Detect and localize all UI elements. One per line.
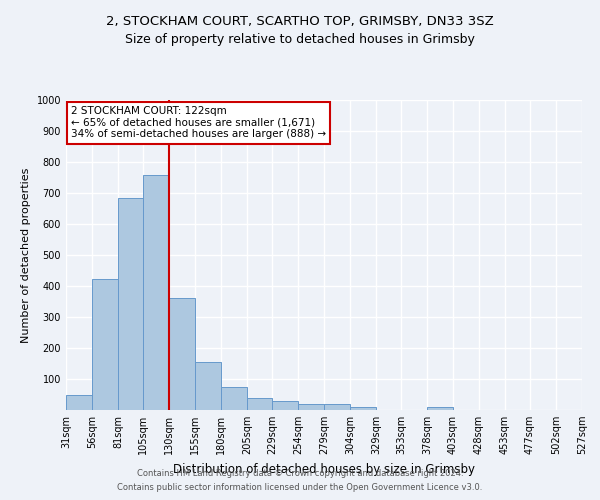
Bar bbox=[118, 198, 143, 410]
Bar bbox=[324, 404, 350, 410]
Bar bbox=[272, 402, 298, 410]
Text: Contains HM Land Registry data © Crown copyright and database right 2024.: Contains HM Land Registry data © Crown c… bbox=[137, 468, 463, 477]
X-axis label: Distribution of detached houses by size in Grimsby: Distribution of detached houses by size … bbox=[173, 462, 475, 475]
Bar bbox=[66, 394, 92, 410]
Bar bbox=[247, 398, 272, 410]
Bar bbox=[350, 407, 376, 410]
Bar bbox=[169, 298, 195, 410]
Bar bbox=[427, 407, 453, 410]
Text: Size of property relative to detached houses in Grimsby: Size of property relative to detached ho… bbox=[125, 32, 475, 46]
Bar bbox=[221, 387, 247, 410]
Bar bbox=[298, 404, 324, 410]
Text: 2, STOCKHAM COURT, SCARTHO TOP, GRIMSBY, DN33 3SZ: 2, STOCKHAM COURT, SCARTHO TOP, GRIMSBY,… bbox=[106, 15, 494, 28]
Y-axis label: Number of detached properties: Number of detached properties bbox=[21, 168, 31, 342]
Text: Contains public sector information licensed under the Open Government Licence v3: Contains public sector information licen… bbox=[118, 484, 482, 492]
Text: 2 STOCKHAM COURT: 122sqm
← 65% of detached houses are smaller (1,671)
34% of sem: 2 STOCKHAM COURT: 122sqm ← 65% of detach… bbox=[71, 106, 326, 140]
Bar bbox=[143, 175, 169, 410]
Bar bbox=[92, 279, 118, 410]
Bar bbox=[195, 362, 221, 410]
